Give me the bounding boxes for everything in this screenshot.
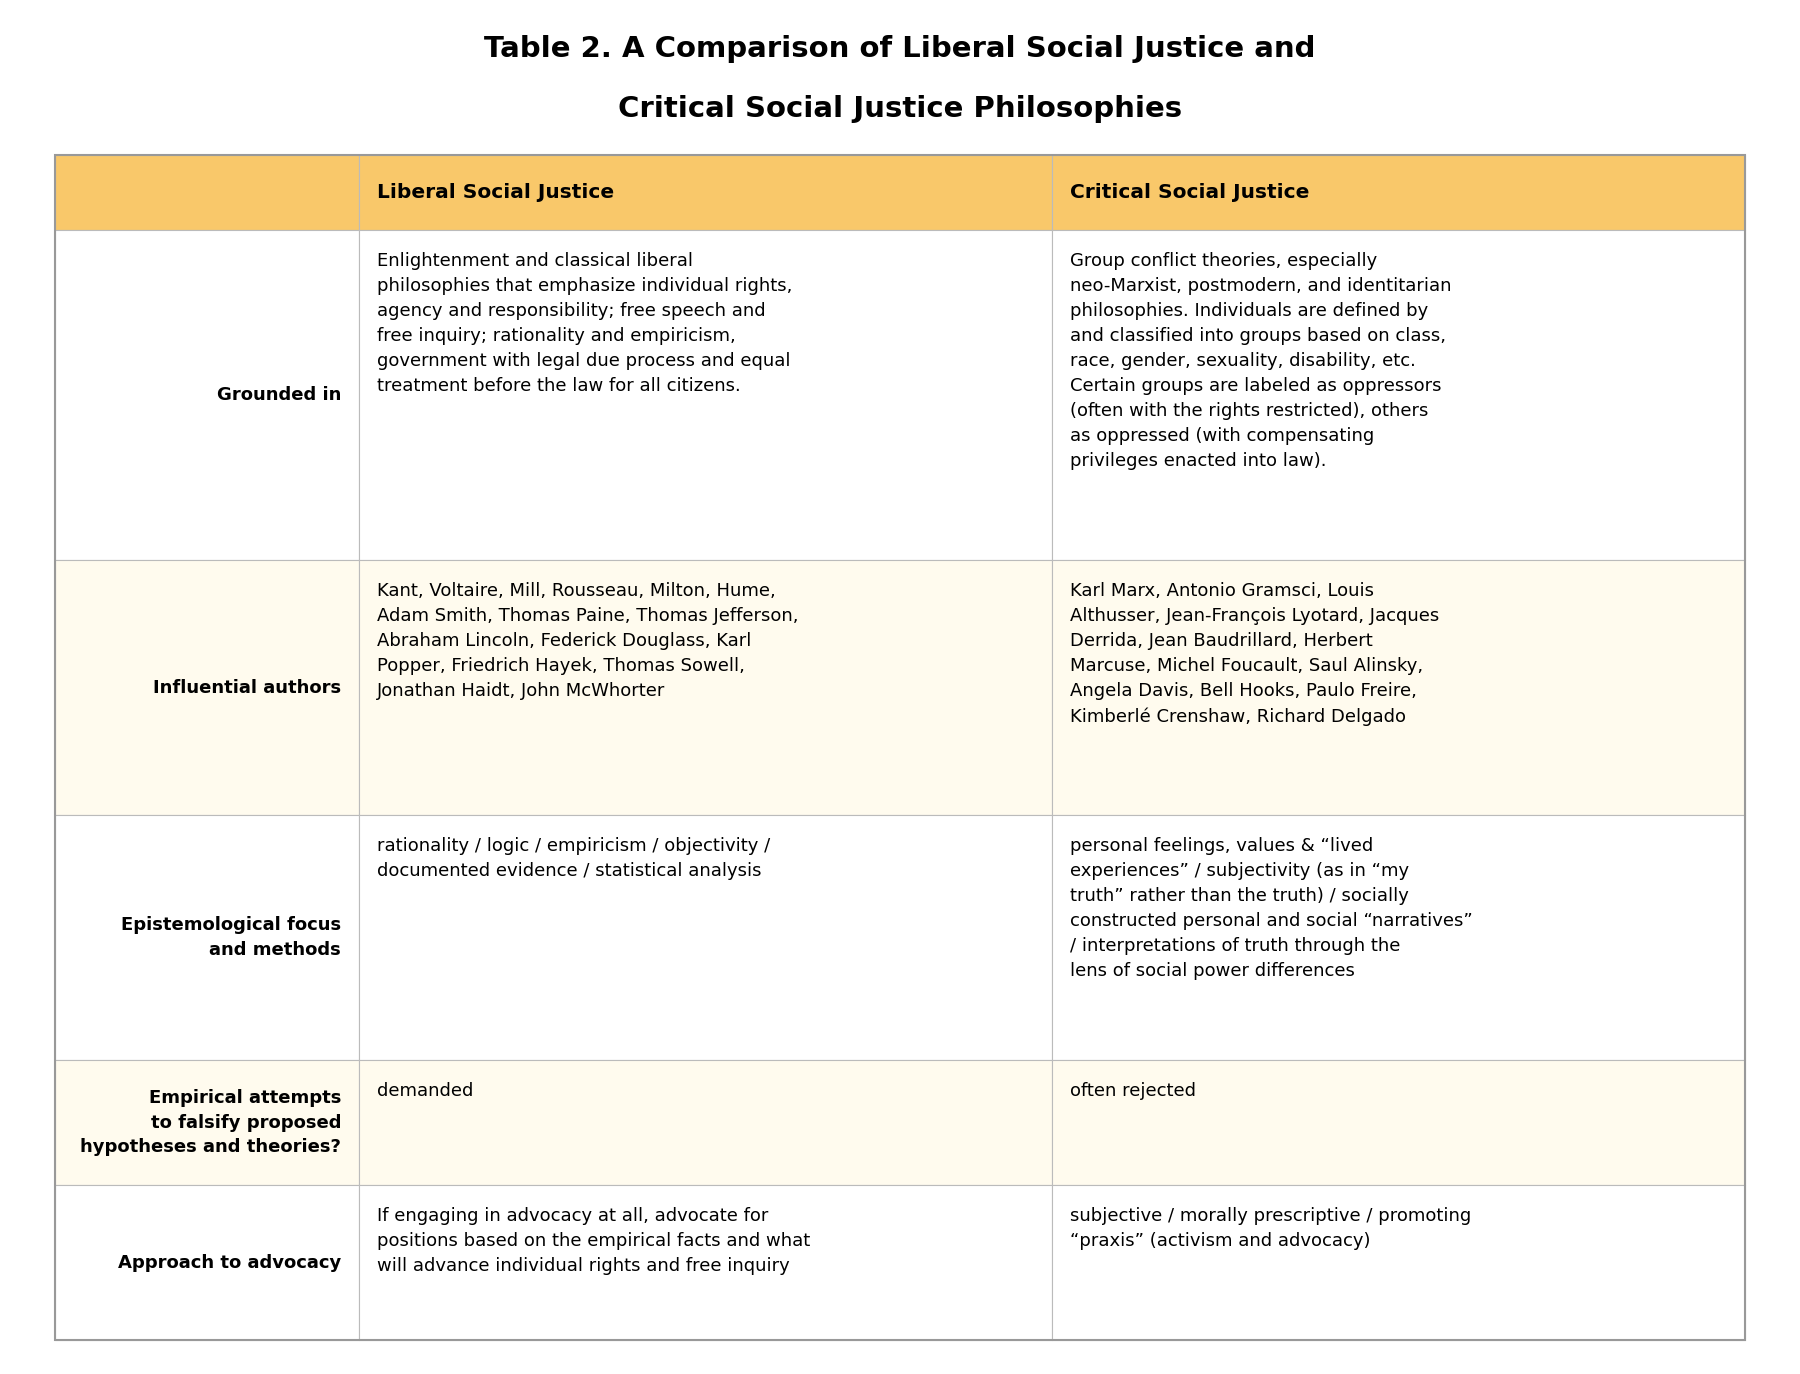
Bar	[56, 155, 1744, 1340]
Text: Epistemological focus
and methods: Epistemological focus and methods	[121, 916, 342, 959]
Bar	[56, 561, 360, 815]
Text: Critical Social Justice Philosophies: Critical Social Justice Philosophies	[617, 95, 1183, 124]
Text: Group conflict theories, especially
neo-Marxist, postmodern, and identitarian
ph: Group conflict theories, especially neo-…	[1069, 251, 1451, 470]
Bar	[1053, 1059, 1744, 1184]
Text: Empirical attempts
to falsify proposed
hypotheses and theories?: Empirical attempts to falsify proposed h…	[81, 1090, 342, 1156]
Text: demanded: demanded	[378, 1081, 473, 1101]
Bar	[1053, 561, 1744, 815]
Bar	[360, 561, 1051, 815]
Bar	[56, 1184, 360, 1340]
Bar	[1053, 155, 1744, 229]
Text: Critical Social Justice: Critical Social Justice	[1069, 183, 1309, 202]
Bar	[1053, 229, 1744, 561]
Text: Enlightenment and classical liberal
philosophies that emphasize individual right: Enlightenment and classical liberal phil…	[378, 251, 792, 394]
Bar	[56, 815, 360, 1059]
Bar	[56, 229, 360, 561]
Bar	[360, 155, 1051, 229]
Text: personal feelings, values & “lived
experiences” / subjectivity (as in “my
truth”: personal feelings, values & “lived exper…	[1069, 837, 1472, 980]
Bar	[1053, 1184, 1744, 1340]
Text: rationality / logic / empiricism / objectivity /
documented evidence / statistic: rationality / logic / empiricism / objec…	[378, 837, 770, 879]
Text: Approach to advocacy: Approach to advocacy	[119, 1253, 342, 1271]
Text: Grounded in: Grounded in	[216, 386, 342, 404]
Text: Kant, Voltaire, Mill, Rousseau, Milton, Hume,
Adam Smith, Thomas Paine, Thomas J: Kant, Voltaire, Mill, Rousseau, Milton, …	[378, 583, 799, 699]
Bar	[360, 1184, 1051, 1340]
Text: Liberal Social Justice: Liberal Social Justice	[378, 183, 614, 202]
Bar	[360, 1059, 1051, 1184]
Bar	[56, 1059, 360, 1184]
Bar	[1053, 815, 1744, 1059]
Text: Table 2. A Comparison of Liberal Social Justice and: Table 2. A Comparison of Liberal Social …	[484, 34, 1316, 63]
Bar	[360, 229, 1051, 561]
Text: Influential authors: Influential authors	[153, 679, 342, 697]
Bar	[360, 815, 1051, 1059]
Bar	[56, 155, 360, 229]
Text: subjective / morally prescriptive / promoting
“praxis” (activism and advocacy): subjective / morally prescriptive / prom…	[1069, 1206, 1471, 1250]
Text: If engaging in advocacy at all, advocate for
positions based on the empirical fa: If engaging in advocacy at all, advocate…	[378, 1206, 810, 1275]
Text: Karl Marx, Antonio Gramsci, Louis
Althusser, Jean-François Lyotard, Jacques
Derr: Karl Marx, Antonio Gramsci, Louis Althus…	[1069, 583, 1440, 725]
Text: often rejected: often rejected	[1069, 1081, 1197, 1101]
